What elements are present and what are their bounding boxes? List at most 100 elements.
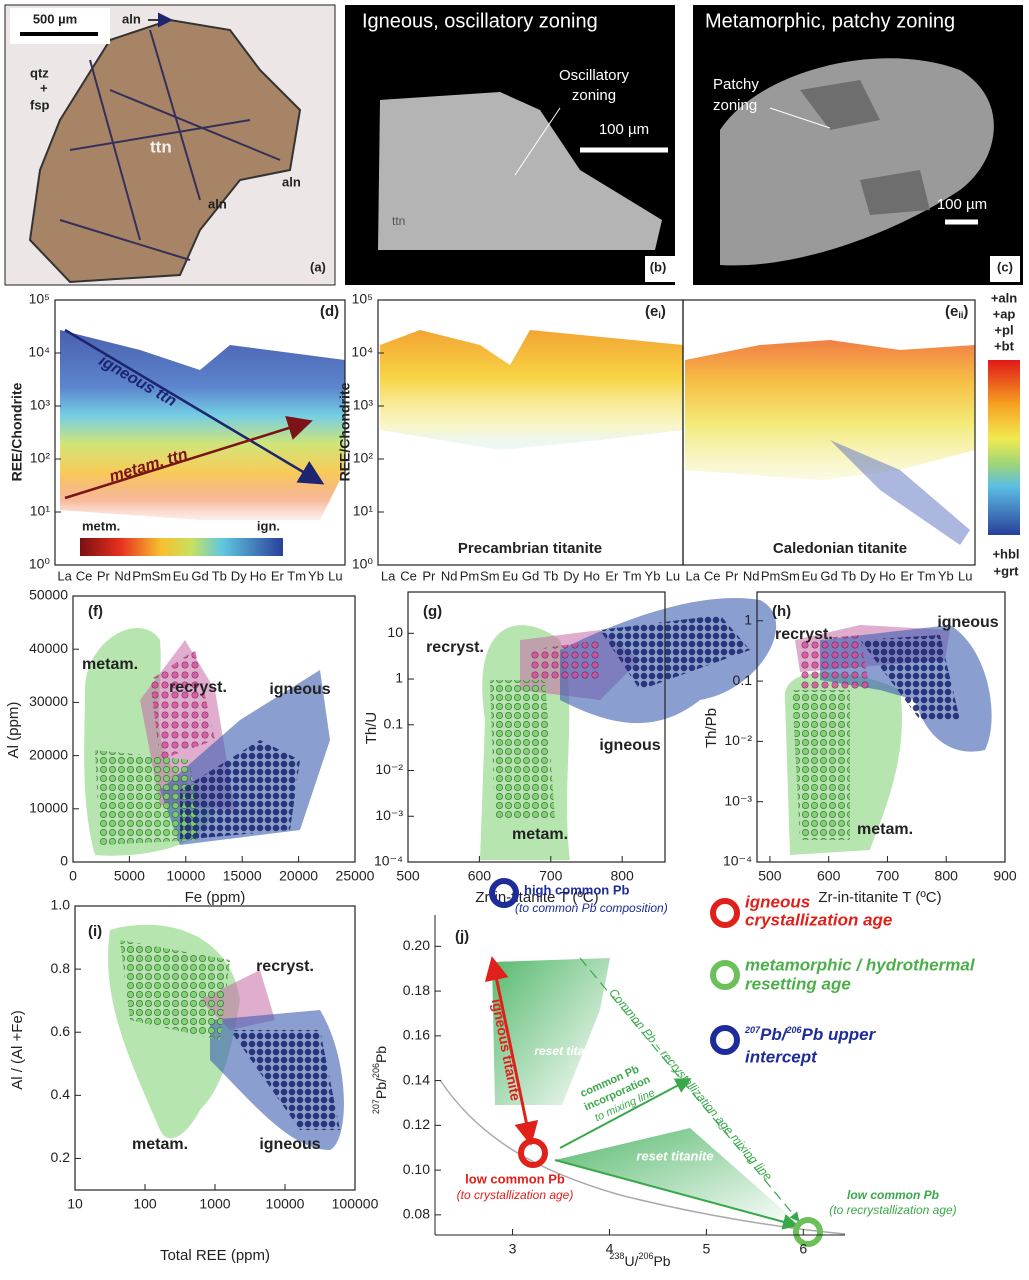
field-label: recryst. <box>169 679 227 696</box>
y-tick-label: 10² <box>353 450 374 466</box>
y-tick-label: 0.1 <box>733 672 753 688</box>
y-axis-label: 207Pb/206Pb <box>371 1046 388 1114</box>
colorbar-label: +bt <box>994 338 1015 353</box>
label-part: Pb/ <box>373 1078 389 1099</box>
x-tick-label: Dy <box>860 568 876 583</box>
label-part: ) <box>963 303 968 320</box>
x-tick-label: Tb <box>841 568 856 583</box>
x-tick-label: 10 <box>67 1196 83 1212</box>
y-tick-label: 10¹ <box>353 503 374 519</box>
x-tick-label: Nd <box>114 568 131 583</box>
x-tick-label: 800 <box>610 868 634 884</box>
x-axis-label: Total REE (ppm) <box>160 1247 270 1264</box>
panel-label: (b) <box>650 259 667 274</box>
panel-title: Igneous, oscillatory zoning <box>362 10 598 32</box>
x-tick-label: Er <box>900 568 914 583</box>
label-part: 207 <box>744 1025 761 1035</box>
panel-title: Metamorphic, patchy zoning <box>705 10 955 32</box>
colorbar-label: ign. <box>257 518 280 533</box>
x-tick-label: La <box>57 568 72 583</box>
ree-patterns <box>380 330 683 450</box>
y-tick-label: 10⁵ <box>352 291 373 307</box>
annotation: (to common Pb composition) <box>515 901 668 915</box>
x-tick-label: Eu <box>802 568 818 583</box>
y-tick-label: 1.0 <box>51 897 71 913</box>
x-tick-label: Pm <box>761 568 781 583</box>
annotation: (to recrystallization age) <box>829 1203 956 1217</box>
x-tick-label: 4 <box>606 1241 614 1257</box>
x-tick-label: 700 <box>876 868 900 884</box>
scale-label: 100 µm <box>937 196 987 213</box>
points <box>800 635 870 690</box>
x-tick-label: 900 <box>993 868 1017 884</box>
points <box>490 680 555 820</box>
x-tick-label: Lu <box>958 568 972 583</box>
panel-e-ii: (eii) Caledonian titanite +aln +ap +pl +… <box>685 290 1020 578</box>
mineral-label: aln <box>208 196 227 211</box>
annotation: Oscillatory <box>559 67 630 84</box>
y-tick-label: 10⁰ <box>29 556 51 572</box>
x-tick-label: La <box>381 568 396 583</box>
y-axis-label: Th/U <box>363 712 380 745</box>
x-tick-label: 20000 <box>279 868 318 884</box>
x-tick-label: Yb <box>645 568 661 583</box>
annotation: reset titanite <box>636 1148 713 1163</box>
legend-symbol <box>713 901 737 925</box>
legend-label: 207Pb/206Pb upper <box>744 1025 877 1044</box>
x-tick-label: Ho <box>250 568 267 583</box>
y-tick-label: 1 <box>395 670 403 686</box>
y-tick-label: 10⁴ <box>351 344 373 360</box>
y-axis-label: REE/Chondrite <box>9 382 25 481</box>
x-tick-label: 10000 <box>266 1196 305 1212</box>
x-tick-label: Gd <box>820 568 837 583</box>
x-axis-label: Zr-in-titanite T (ºC) <box>818 889 941 906</box>
x-tick-label: Er <box>271 568 285 583</box>
field-label: recryst. <box>256 958 314 975</box>
y-tick-label: 10³ <box>353 397 374 413</box>
y-tick-label: 10⁵ <box>29 291 50 307</box>
legend-symbol <box>713 963 737 987</box>
x-tick-label: Dy <box>563 568 579 583</box>
x-tick-label: Nd <box>441 568 458 583</box>
x-tick-label: Pr <box>725 568 739 583</box>
x-tick-label: 500 <box>758 868 782 884</box>
x-tick-label: 3 <box>509 1241 517 1257</box>
y-tick-label: 0.2 <box>51 1149 71 1165</box>
x-tick-label: Er <box>605 568 619 583</box>
x-tick-label: Lu <box>666 568 680 583</box>
x-tick-label: 1000 <box>199 1196 230 1212</box>
x-tick-label: Nd <box>743 568 760 583</box>
panel-label: (eii) <box>945 303 968 320</box>
x-tick-label: Ce <box>400 568 417 583</box>
x-tick-label: Ce <box>76 568 93 583</box>
label-part: Pb <box>653 1253 670 1269</box>
panel-e-i: (ei) Precambrian titanite REE/Chondrite <box>337 303 683 557</box>
panel-label: (g) <box>423 603 442 620</box>
y-tick-label: 0.1 <box>384 715 404 731</box>
x-tick-label: Yb <box>938 568 954 583</box>
x-tick-label: 100000 <box>332 1196 379 1212</box>
scale-label: 100 µm <box>599 121 649 138</box>
label-part: Pb upper <box>802 1025 877 1044</box>
x-tick-label: 800 <box>935 868 959 884</box>
x-tick-label: 25000 <box>336 868 375 884</box>
y-tick-label: 0.8 <box>51 960 71 976</box>
x-tick-label: Lu <box>328 568 342 583</box>
colorbar-label: +grt <box>994 563 1020 578</box>
x-tick-label: Tb <box>212 568 227 583</box>
field-label: recryst. <box>426 639 484 656</box>
x-tick-label: 600 <box>468 868 492 884</box>
y-tick-label: 0.6 <box>51 1023 71 1039</box>
panel-label: (f) <box>88 603 103 620</box>
x-tick-label: Yb <box>308 568 324 583</box>
x-tick-label: 5000 <box>114 868 145 884</box>
x-tick-label: Ho <box>583 568 600 583</box>
field-label: metam. <box>857 821 913 838</box>
panel-title: Precambrian titanite <box>458 540 602 557</box>
annotation: zoning <box>572 87 616 104</box>
x-tick-label: Tb <box>543 568 558 583</box>
x-tick-label: 500 <box>396 868 420 884</box>
field-label: igneous <box>937 614 998 631</box>
mineral-label: qtz <box>30 65 49 80</box>
panel-j: high common Pb (to common Pb composition… <box>371 881 975 1269</box>
